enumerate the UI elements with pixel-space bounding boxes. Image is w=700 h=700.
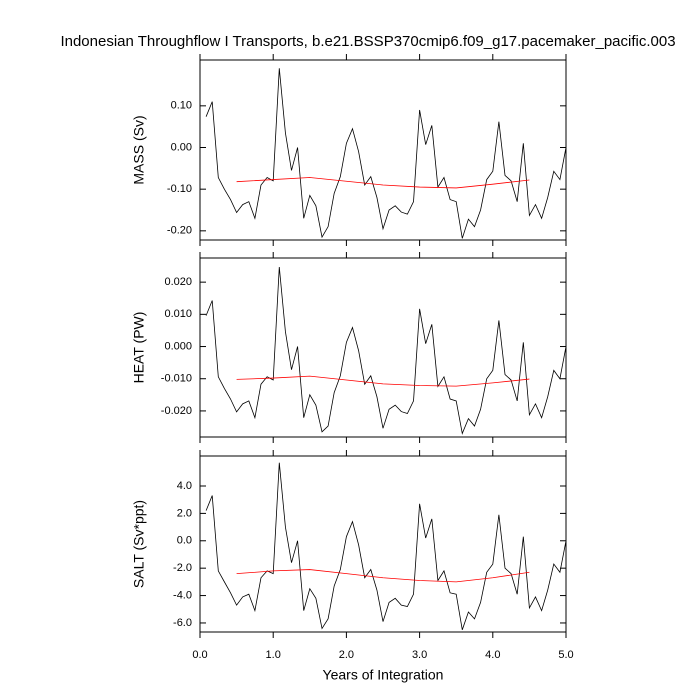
plot-frame xyxy=(199,59,567,241)
y-tick-label: 0.000 xyxy=(164,340,192,352)
data-line xyxy=(205,266,567,435)
y-tick-label: -2.0 xyxy=(173,562,192,574)
x-axis-title: Years of Integration xyxy=(323,667,444,683)
y-tick-label: -0.20 xyxy=(167,225,192,237)
y-tick-label: 0.010 xyxy=(164,308,192,320)
x-tick-label: 2.0 xyxy=(339,649,354,661)
x-tick-label: 5.0 xyxy=(558,649,573,661)
plot-frame xyxy=(199,257,567,438)
chart-title: Indonesian Throughflow I Transports, b.e… xyxy=(60,33,675,50)
y-axis-title: MASS (Sv) xyxy=(131,115,147,184)
y-tick-label: 0.0 xyxy=(177,535,192,547)
y-tick-label: -0.010 xyxy=(161,373,192,385)
y-tick-label: 2.0 xyxy=(177,507,192,519)
y-axis-title: SALT (Sv*ppt) xyxy=(131,500,147,588)
y-tick-label: -4.0 xyxy=(173,589,192,601)
y-tick-label: -6.0 xyxy=(173,617,192,629)
data-line xyxy=(236,569,530,583)
y-tick-label: 0.020 xyxy=(164,276,192,288)
x-tick-label: 3.0 xyxy=(412,649,427,661)
data-line xyxy=(236,375,530,387)
plot-frame xyxy=(199,455,567,633)
y-tick-label: -0.10 xyxy=(167,183,192,195)
data-line xyxy=(205,462,567,630)
y-tick-label: 0.10 xyxy=(171,100,192,112)
data-line xyxy=(205,68,567,239)
y-tick-label: 4.0 xyxy=(177,480,192,492)
x-tick-label: 1.0 xyxy=(266,649,281,661)
x-tick-label: 0.0 xyxy=(192,649,207,661)
x-tick-label: 4.0 xyxy=(485,649,500,661)
y-axis-title: HEAT (PW) xyxy=(131,312,147,384)
y-tick-label: -0.020 xyxy=(161,405,192,417)
y-tick-label: 0.00 xyxy=(171,141,192,153)
data-line xyxy=(236,177,530,189)
